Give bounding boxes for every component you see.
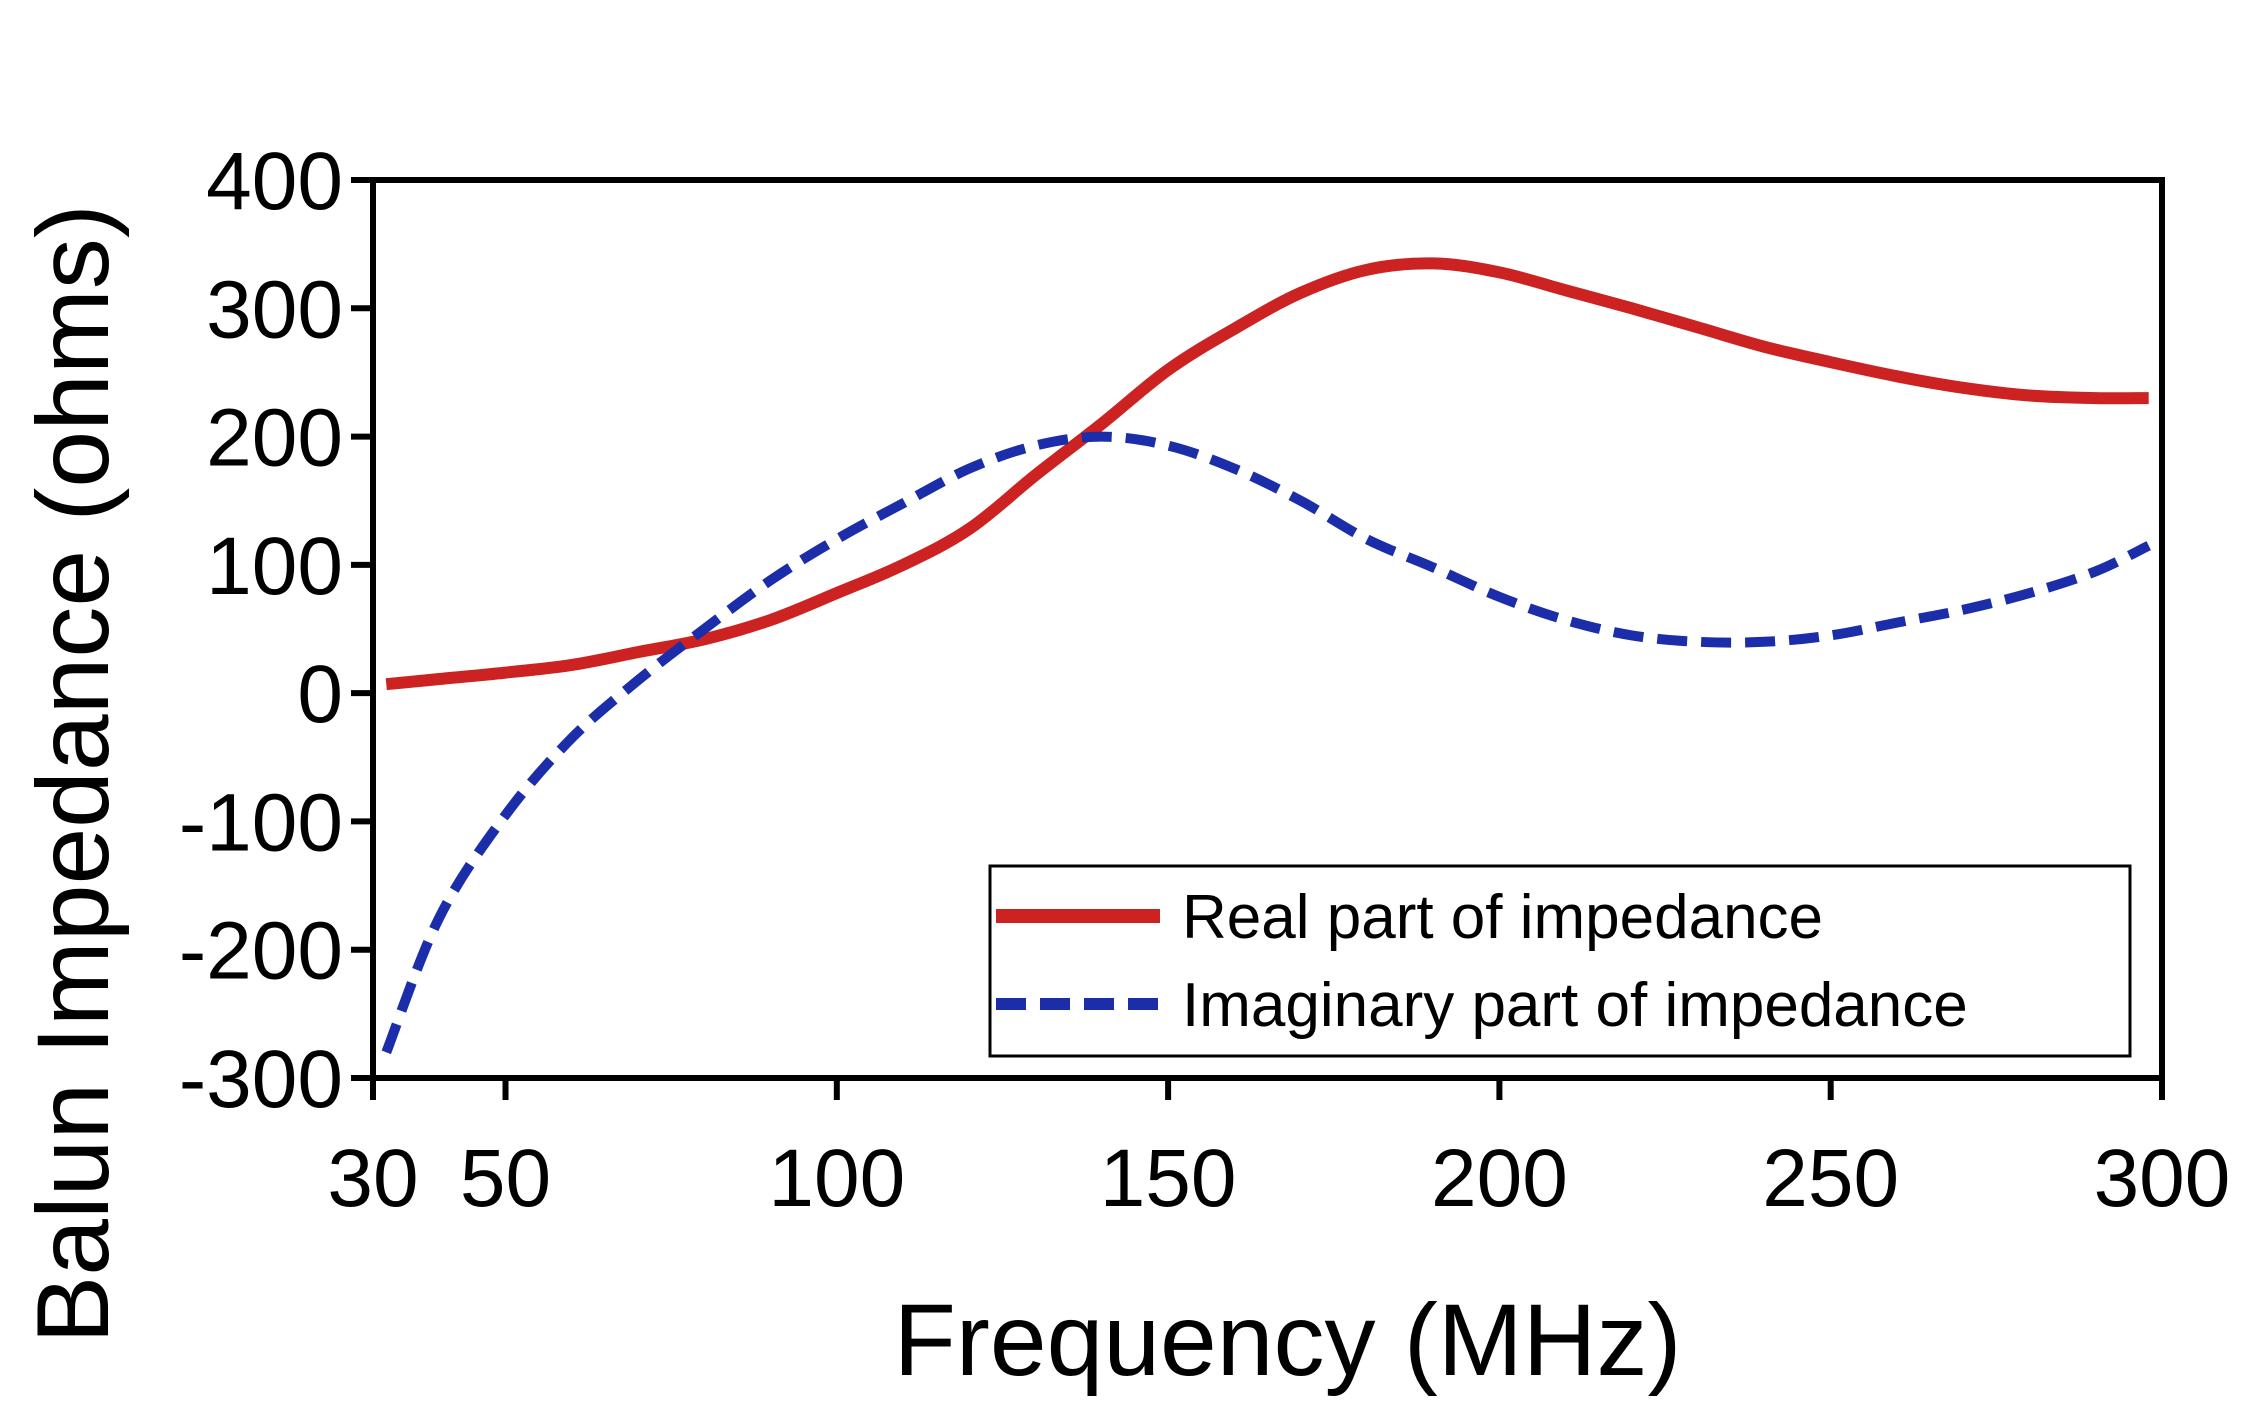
legend-label-imaginary: Imaginary part of impedance <box>1182 971 1968 1040</box>
y-tick-label: 0 <box>297 649 343 740</box>
y-axis-title: Balun Impedance (ohms) <box>16 204 130 1344</box>
x-tick-label: 300 <box>2094 1133 2231 1224</box>
legend-box <box>988 864 2132 1058</box>
y-tick-label: -300 <box>179 1034 343 1125</box>
y-tick-label: -200 <box>179 906 343 997</box>
x-tick-label: 30 <box>327 1133 418 1224</box>
x-tick-label: 150 <box>1100 1133 1237 1224</box>
x-tick-label: 50 <box>460 1133 551 1224</box>
y-tick-label: 100 <box>206 521 343 612</box>
plot-area-frame <box>370 177 2165 1081</box>
series-layer <box>381 257 2151 1055</box>
x-tick-label: 100 <box>768 1133 905 1224</box>
legend-label-real: Real part of impedance <box>1182 883 1823 952</box>
series-line-imaginary <box>381 431 2151 1055</box>
x-tick-label: 250 <box>1762 1133 1899 1224</box>
legend: Real part of impedance Imaginary part of… <box>988 864 2132 1058</box>
ticks-layer: -300 -200 -100 0 100 200 300 400 30 50 100 150 200 25… <box>179 136 2231 1224</box>
y-tick-label: 200 <box>206 393 343 484</box>
x-tick-label: 200 <box>1431 1133 1568 1224</box>
x-axis-title: Frequency (MHz) <box>894 1283 1682 1397</box>
y-tick-label: 400 <box>206 136 343 227</box>
y-tick-label: -100 <box>179 777 343 868</box>
y-tick-label: 300 <box>206 264 343 355</box>
